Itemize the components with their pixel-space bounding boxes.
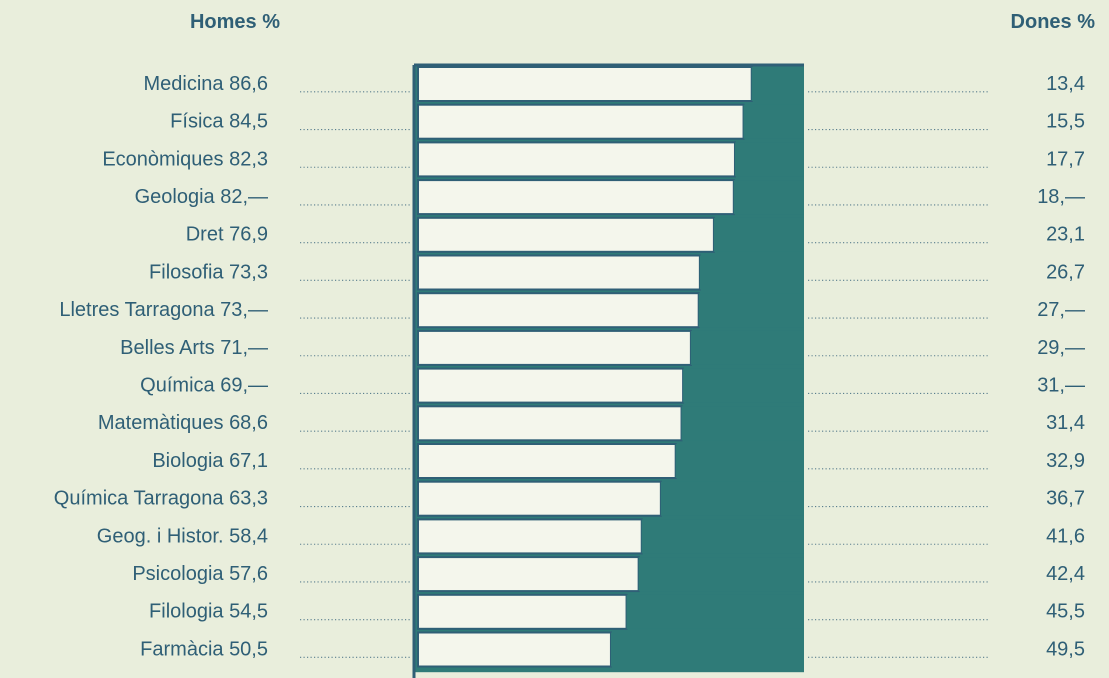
category-label: Medicina 86,6 xyxy=(143,73,268,95)
dones-value-label: 23,1 xyxy=(1046,224,1085,246)
bar-homes xyxy=(417,254,701,291)
bar-dones xyxy=(681,406,804,441)
bar-homes xyxy=(417,367,685,404)
dones-value-label: 26,7 xyxy=(1046,261,1085,283)
category-label: Matemàtiques 68,6 xyxy=(98,412,268,434)
bar-homes xyxy=(417,292,700,329)
bar-homes xyxy=(417,66,753,102)
bar-homes xyxy=(417,518,643,555)
bar-homes xyxy=(417,443,677,479)
dones-value-label: 42,4 xyxy=(1046,563,1085,585)
bar-dones xyxy=(626,594,804,629)
dones-value-label: 18,— xyxy=(1037,186,1085,208)
category-label: Econòmiques 82,3 xyxy=(102,148,268,170)
category-label: Química 69,— xyxy=(140,374,268,396)
dones-value-label: 49,5 xyxy=(1046,638,1085,660)
bar-dones xyxy=(698,293,804,328)
bar-dones xyxy=(734,142,804,177)
category-label: Farmàcia 50,5 xyxy=(140,638,268,660)
bar-dones xyxy=(675,444,804,478)
category-label: Química Tarragona 63,3 xyxy=(54,488,268,510)
dones-value-label: 27,— xyxy=(1037,299,1085,321)
dones-value-label: 41,6 xyxy=(1046,525,1085,547)
header-homes: Homes % xyxy=(190,11,280,33)
dones-value-label: 17,7 xyxy=(1046,148,1085,170)
bar-dones xyxy=(641,519,804,554)
category-label: Filologia 54,5 xyxy=(149,601,268,623)
bar-homes xyxy=(417,179,735,216)
dones-value-label: 31,— xyxy=(1037,374,1085,396)
dones-value-label: 13,4 xyxy=(1046,73,1085,95)
bar-homes xyxy=(417,480,662,517)
bar-homes xyxy=(417,103,745,140)
bar-dones xyxy=(743,104,804,139)
category-label: Psicologia 57,6 xyxy=(132,563,268,585)
bar-homes xyxy=(417,216,715,253)
bar-dones xyxy=(733,180,804,215)
category-label: Belles Arts 71,— xyxy=(120,337,268,359)
dones-value-label: 45,5 xyxy=(1046,601,1085,623)
bar-dones xyxy=(683,368,804,403)
bar-homes xyxy=(417,556,640,593)
bar-dones xyxy=(690,330,804,365)
dones-value-label: 15,5 xyxy=(1046,111,1085,133)
dones-value-label: 29,— xyxy=(1037,337,1085,359)
category-label: Filosofia 73,3 xyxy=(149,261,268,283)
dones-value-label: 36,7 xyxy=(1046,488,1085,510)
category-label: Física 84,5 xyxy=(170,111,268,133)
bar-homes xyxy=(417,593,628,630)
bar-dones xyxy=(713,217,804,252)
category-label: Lletres Tarragona 73,— xyxy=(59,299,268,321)
bar-dones xyxy=(610,632,804,667)
dones-value-label: 32,9 xyxy=(1046,450,1085,472)
category-label: Geog. i Histor. 58,4 xyxy=(97,525,268,547)
bar-homes xyxy=(417,405,683,442)
bar-homes xyxy=(417,631,612,668)
category-label: Geologia 82,— xyxy=(135,186,268,208)
bar-dones xyxy=(638,557,804,592)
bar-homes xyxy=(417,141,736,178)
bar-homes xyxy=(417,329,692,366)
category-label: Biologia 67,1 xyxy=(152,450,268,472)
header-dones: Dones % xyxy=(1011,11,1096,33)
category-label: Dret 76,9 xyxy=(186,224,268,246)
bar-dones xyxy=(751,67,804,101)
bar-dones xyxy=(699,255,804,290)
chart-marks: Medicina 86,6 13,4 Física 84,5 15,5 Econòmiq… xyxy=(54,63,1085,678)
bar-dones xyxy=(660,481,804,516)
dones-value-label: 31,4 xyxy=(1046,412,1085,434)
